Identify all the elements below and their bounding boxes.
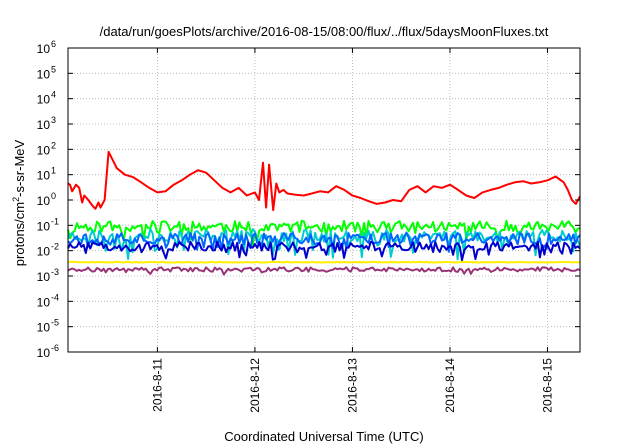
series-line: [67, 219, 581, 247]
series-line: [67, 150, 581, 212]
y-tick-exponent: 3: [51, 115, 56, 125]
x-tick-label: 2016-8-14: [443, 358, 457, 413]
y-tick-label: 10: [37, 295, 51, 309]
x-axis: 2016-8-11 2016-8-12 2016-8-13 2016-8-14 2016…: [150, 48, 554, 413]
y-axis-label-sup: 2: [11, 197, 21, 202]
y-tick-exponent: -2: [51, 242, 59, 252]
y-tick-label: 10: [37, 346, 51, 360]
y-tick-exponent: 0: [51, 191, 56, 201]
x-tick-label: 2016-8-11: [150, 358, 164, 412]
y-tick-exponent: -3: [51, 267, 59, 277]
y-tick-exponent: -1: [51, 216, 59, 226]
series-line: [67, 266, 581, 276]
x-tick-label: 2016-8-15: [540, 358, 554, 413]
y-tick-label: 10: [37, 169, 51, 183]
y-tick-exponent: 4: [51, 90, 56, 100]
y-tick-label: 10: [37, 42, 51, 56]
y-tick-exponent: -4: [51, 292, 59, 302]
y-tick-label: 10: [37, 321, 51, 335]
series-line: [67, 240, 581, 262]
x-tick-label: 2016-8-12: [248, 358, 262, 413]
y-tick-label: 10: [37, 219, 51, 233]
y-tick-label: 10: [37, 270, 51, 284]
y-tick-label: 10: [37, 118, 51, 132]
chart-title: /data/run/goesPlots/archive/2016-08-15/0…: [100, 24, 549, 39]
y-tick-label: 10: [37, 67, 51, 81]
y-tick-exponent: 5: [51, 64, 56, 74]
grid: [68, 48, 580, 352]
y-axis-label: protons/cm2-s-sr-MeV: [11, 139, 27, 266]
y-tick-label: 10: [37, 93, 51, 107]
y-tick-exponent: 2: [51, 140, 56, 150]
y-tick-exponent: -5: [51, 318, 59, 328]
y-axis-label-part: protons/cm: [12, 202, 27, 266]
series-lines: [67, 150, 581, 276]
y-tick-exponent: -6: [51, 343, 59, 353]
x-tick-label: 2016-8-13: [345, 358, 359, 413]
y-axis-label-part: -s-sr-MeV: [12, 139, 27, 196]
series-line: [67, 232, 581, 253]
y-tick-label: 10: [37, 194, 51, 208]
y-tick-label: 10: [37, 143, 51, 157]
y-tick-label: 10: [37, 245, 51, 259]
series-line: [67, 260, 581, 264]
y-tick-exponent: 6: [51, 39, 56, 49]
series-line: [67, 228, 581, 261]
y-tick-exponent: 1: [51, 166, 56, 176]
x-axis-label: Coordinated Universal Time (UTC): [224, 429, 423, 444]
y-axis: 10 -610 -510 -410 -310 -210 -110 010 110 210 310 41…: [37, 39, 580, 360]
